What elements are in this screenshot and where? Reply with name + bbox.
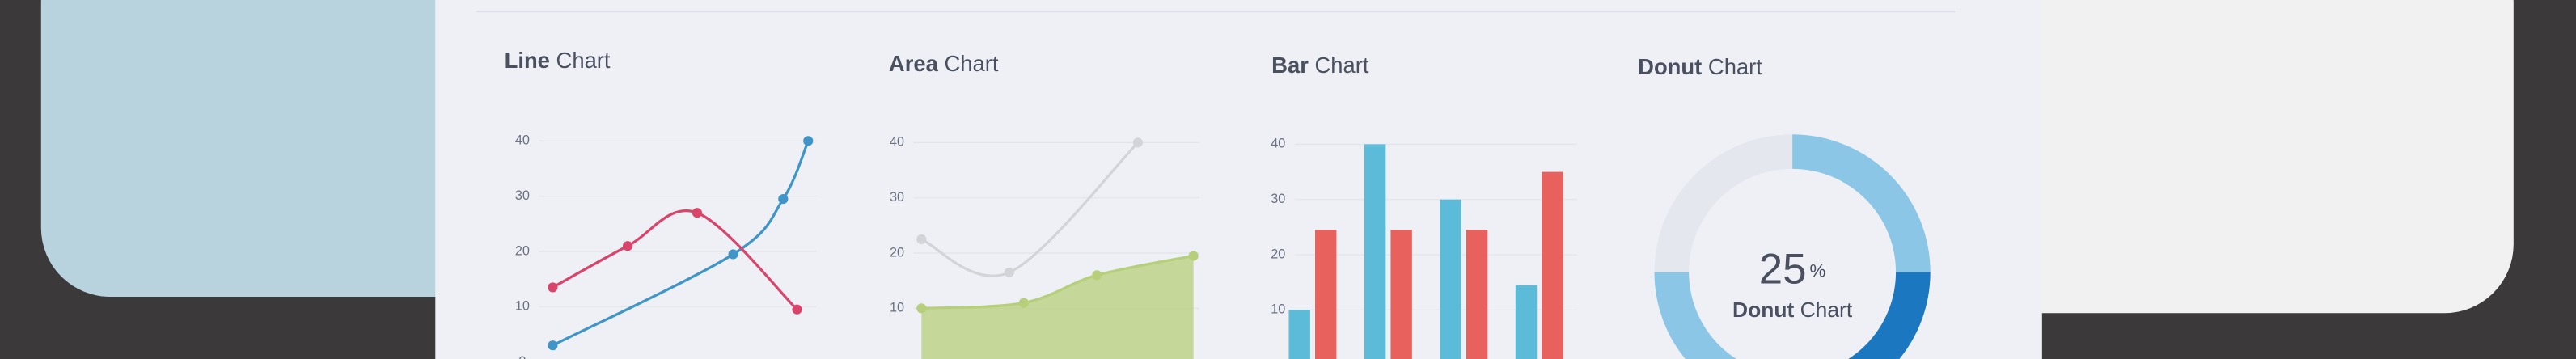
donut-segment — [1848, 272, 1931, 359]
bar — [1364, 144, 1386, 359]
donut-segment — [1654, 134, 1793, 272]
paper — [435, 0, 2042, 359]
bar — [1390, 230, 1412, 359]
center-number: 25 — [1759, 246, 1807, 294]
y-tick-label: 0 — [518, 354, 526, 359]
donut-segment — [1654, 272, 1736, 359]
y-tick-label: 10 — [890, 301, 904, 315]
point — [1132, 137, 1143, 148]
area-line — [921, 254, 1194, 310]
point — [1092, 270, 1102, 281]
y-tick-label: 40 — [515, 133, 530, 148]
title-bold: Bar — [1271, 53, 1309, 78]
point — [1018, 298, 1029, 308]
point — [778, 194, 789, 205]
title-bold: Area — [889, 51, 939, 76]
point — [1004, 267, 1014, 278]
title-rest: Chart — [1315, 53, 1369, 78]
bar — [1515, 285, 1538, 359]
chart-title: Donut Chart — [1638, 54, 1762, 79]
center-label: Donut Chart — [1732, 298, 1853, 322]
center-rest: Chart — [1800, 298, 1853, 322]
line-series — [552, 209, 798, 310]
chart-title: Area Chart — [889, 51, 999, 76]
title-rest: Chart — [1708, 54, 1762, 79]
point — [792, 304, 802, 315]
bar — [1466, 230, 1488, 359]
bar — [1288, 310, 1310, 359]
center-bold: Donut — [1732, 298, 1794, 322]
point — [548, 340, 558, 351]
left-laptop — [40, 0, 535, 297]
y-tick-label: 10 — [515, 299, 530, 314]
point — [623, 241, 633, 251]
center-unit: % — [1810, 260, 1826, 281]
right-laptop — [1955, 0, 2514, 314]
y-tick-label: 40 — [890, 135, 904, 150]
bar — [1315, 230, 1337, 359]
title-rest: Chart — [556, 48, 611, 73]
point — [692, 208, 703, 218]
point — [728, 249, 738, 260]
bar — [1440, 199, 1461, 359]
chart-title: Bar Chart — [1271, 53, 1369, 78]
point — [803, 136, 814, 146]
y-tick-label: 30 — [1271, 192, 1285, 206]
y-tick-label: 40 — [1271, 137, 1285, 151]
bar — [1542, 171, 1563, 359]
line-series — [552, 140, 810, 347]
title-bold: Line — [505, 48, 550, 73]
y-tick-label: 20 — [890, 245, 904, 260]
area — [921, 256, 1194, 359]
title-bold: Donut — [1638, 54, 1702, 79]
y-tick-label: 30 — [890, 190, 904, 205]
donut-segment — [1792, 134, 1931, 272]
point — [916, 234, 927, 245]
center-value: 25% — [1759, 246, 1826, 294]
y-tick-label: 10 — [1271, 302, 1285, 317]
y-tick-label: 30 — [515, 188, 530, 203]
point — [1188, 251, 1199, 261]
y-tick-label: 20 — [515, 243, 530, 258]
area-line — [920, 141, 1140, 277]
point — [916, 303, 927, 314]
title-rest: Chart — [944, 51, 998, 76]
y-tick-label: 20 — [1271, 247, 1285, 261]
chart-title: Line Chart — [505, 48, 611, 73]
point — [548, 282, 558, 293]
